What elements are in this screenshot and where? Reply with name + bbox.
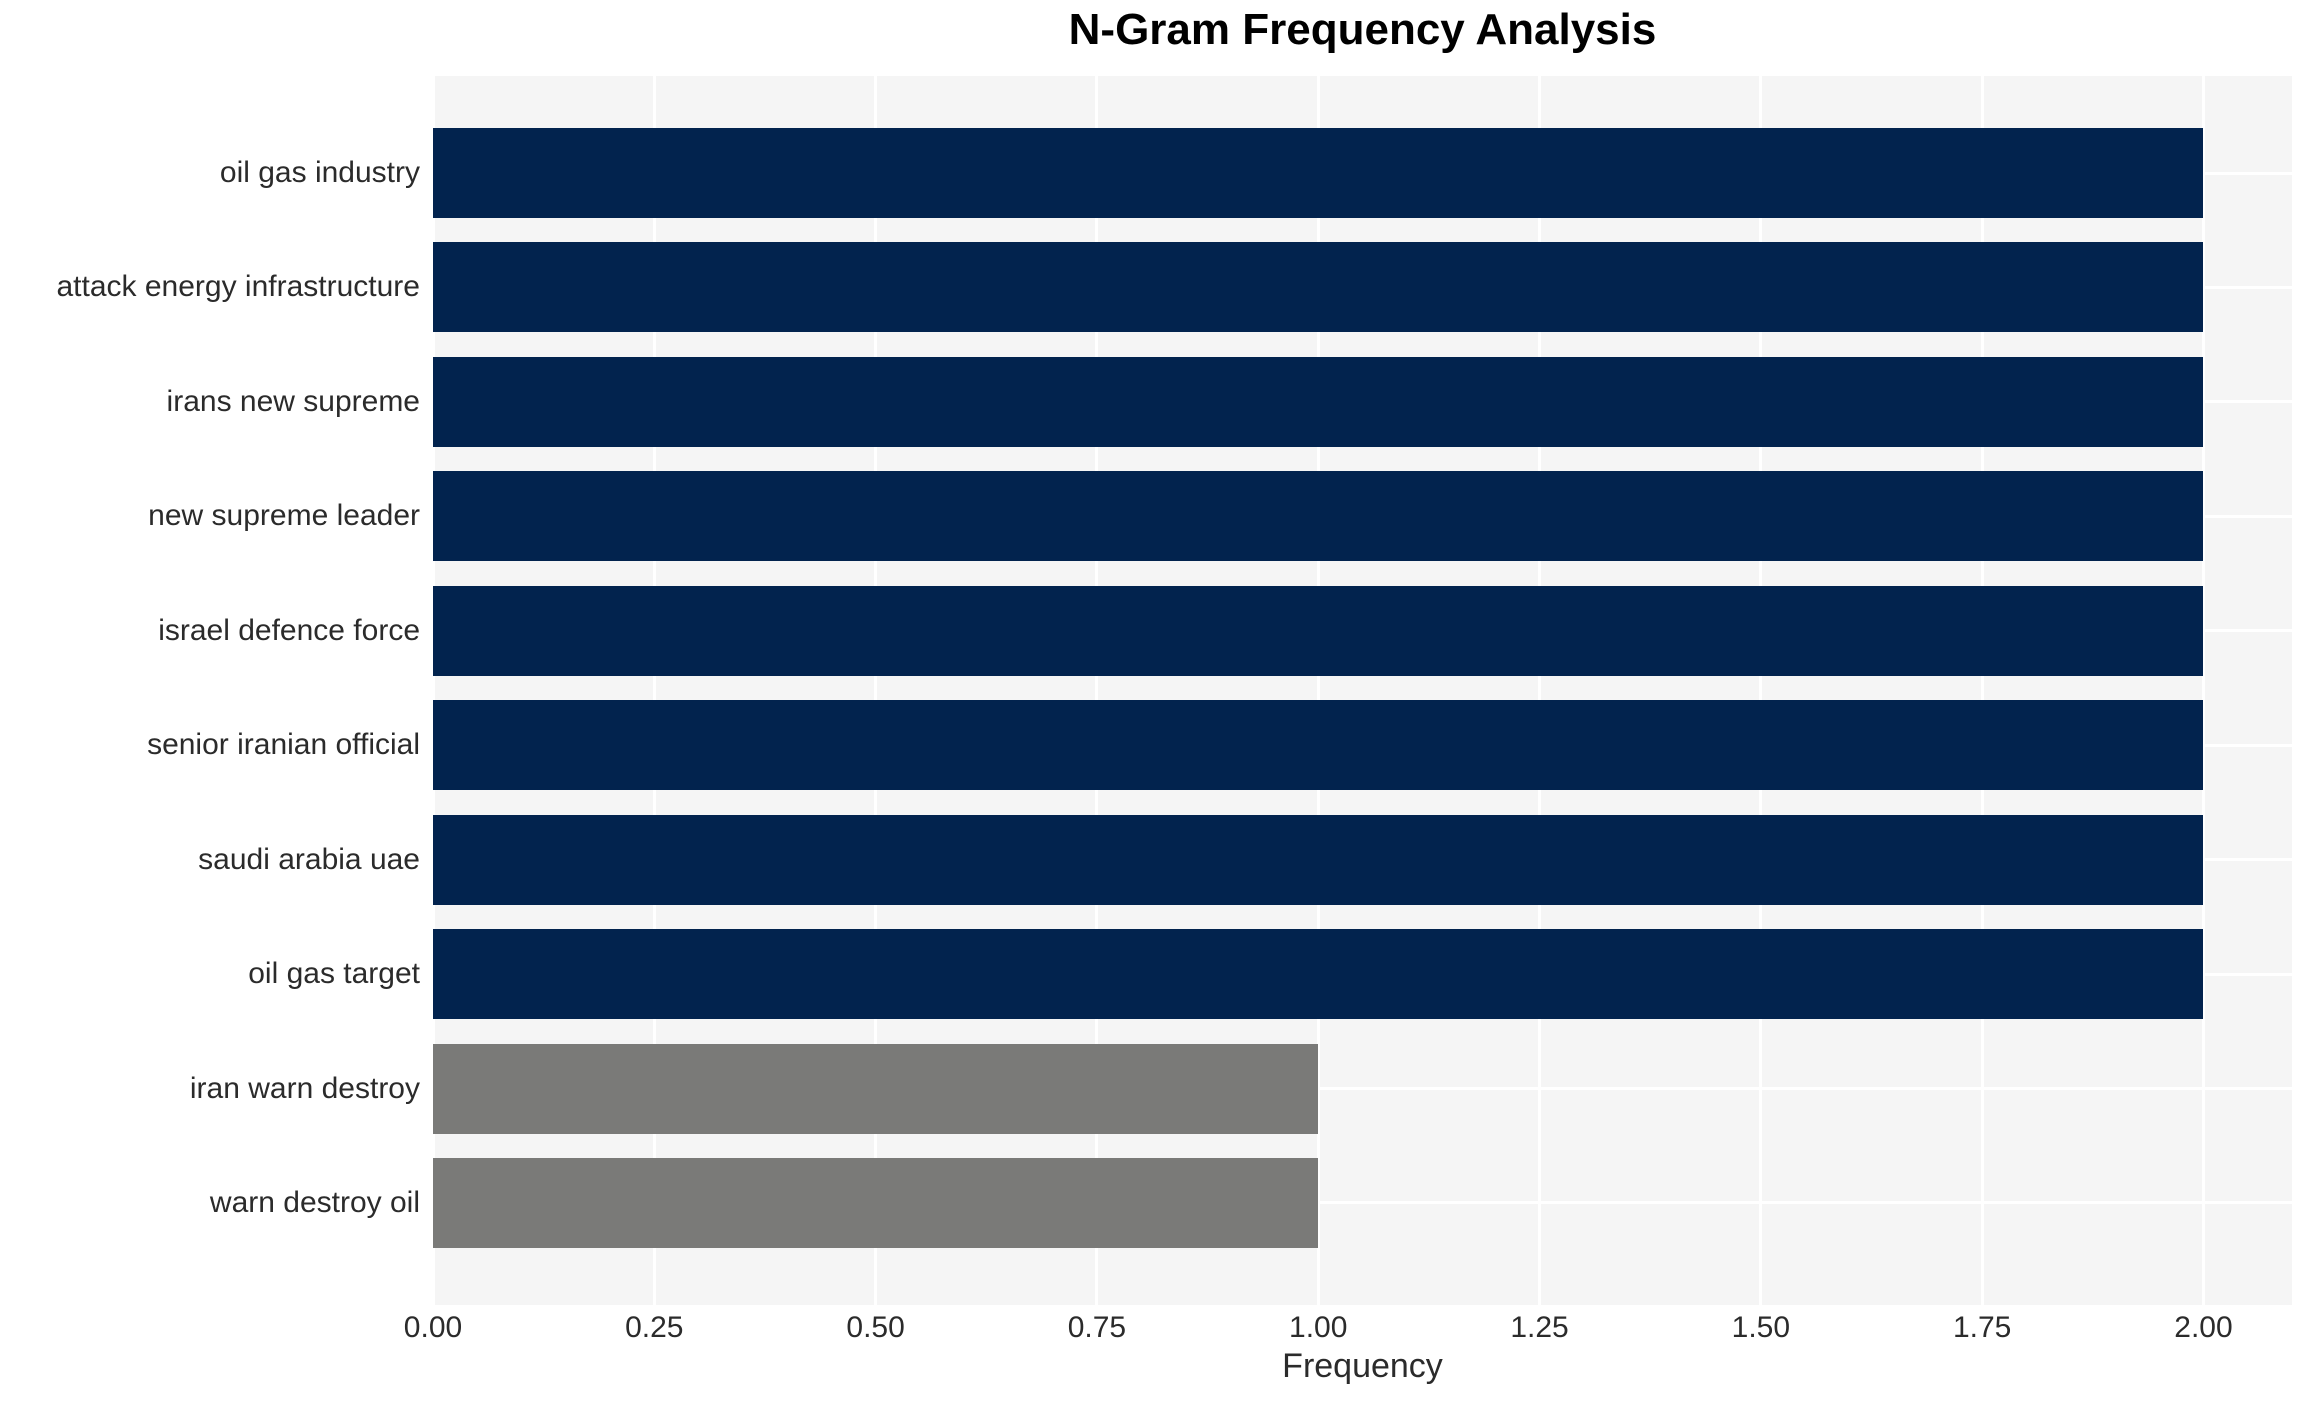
x-axis-title: Frequency [1282, 1347, 1443, 1385]
y-tick-label: senior iranian official [147, 728, 420, 762]
bar [433, 128, 2204, 218]
x-tick-label: 1.00 [1289, 1311, 1348, 1344]
y-axis-labels: oil gas industry attack energy infrastruc… [0, 76, 420, 1305]
vertical-gridline [1316, 76, 1320, 1305]
horizontal-gridline [433, 1087, 2292, 1091]
bar [433, 1157, 1319, 1248]
y-tick-label: iran warn destroy [189, 1071, 420, 1105]
vertical-gridline [874, 76, 878, 1305]
vertical-gridline [1980, 76, 1984, 1305]
x-tick-label: 0.25 [625, 1311, 684, 1344]
y-tick-label: attack energy infrastructure [56, 270, 420, 304]
horizontal-gridline [433, 1201, 2292, 1205]
y-tick-label: oil gas industry [219, 156, 420, 189]
vertical-gridline [431, 76, 435, 1305]
y-tick-label: irans new supreme [166, 384, 420, 418]
bar [433, 356, 2204, 447]
x-tick-label: 1.75 [1952, 1311, 2012, 1344]
y-tick-label: new supreme leader [148, 499, 420, 533]
x-tick-label: 0.00 [403, 1311, 463, 1344]
bar [433, 585, 2204, 676]
y-tick-label: saudi arabia uae [198, 842, 420, 876]
bar [433, 929, 2204, 1020]
bar [433, 700, 2204, 791]
bar [433, 1043, 1319, 1134]
x-tick-label: 0.50 [846, 1311, 905, 1344]
y-tick-label: oil gas target [248, 957, 420, 991]
chart-title: N-Gram Frequency Analysis [1068, 5, 1657, 54]
plot-area [431, 76, 2292, 1305]
x-tick-label: 1.50 [1731, 1311, 1791, 1344]
bar [433, 814, 2204, 905]
y-tick-label: warn destroy oil [209, 1185, 420, 1219]
vertical-gridline [1095, 76, 1099, 1305]
vertical-gridline [652, 76, 656, 1305]
bar [433, 471, 2204, 562]
vertical-gridline [2201, 76, 2205, 1305]
x-axis: 0.00 0.25 0.50 0.75 1.00 1.25 1.50 1.75 2.00 [404, 1305, 2292, 1365]
vertical-gridline [1759, 76, 1763, 1305]
x-tick-label: 2.00 [2174, 1311, 2233, 1344]
x-tick-label: 0.75 [1067, 1311, 1127, 1344]
bar [433, 242, 2204, 333]
y-tick-label: israel defence force [158, 613, 420, 647]
x-tick-label: 1.25 [1510, 1311, 1569, 1344]
vertical-gridline [1538, 76, 1542, 1305]
